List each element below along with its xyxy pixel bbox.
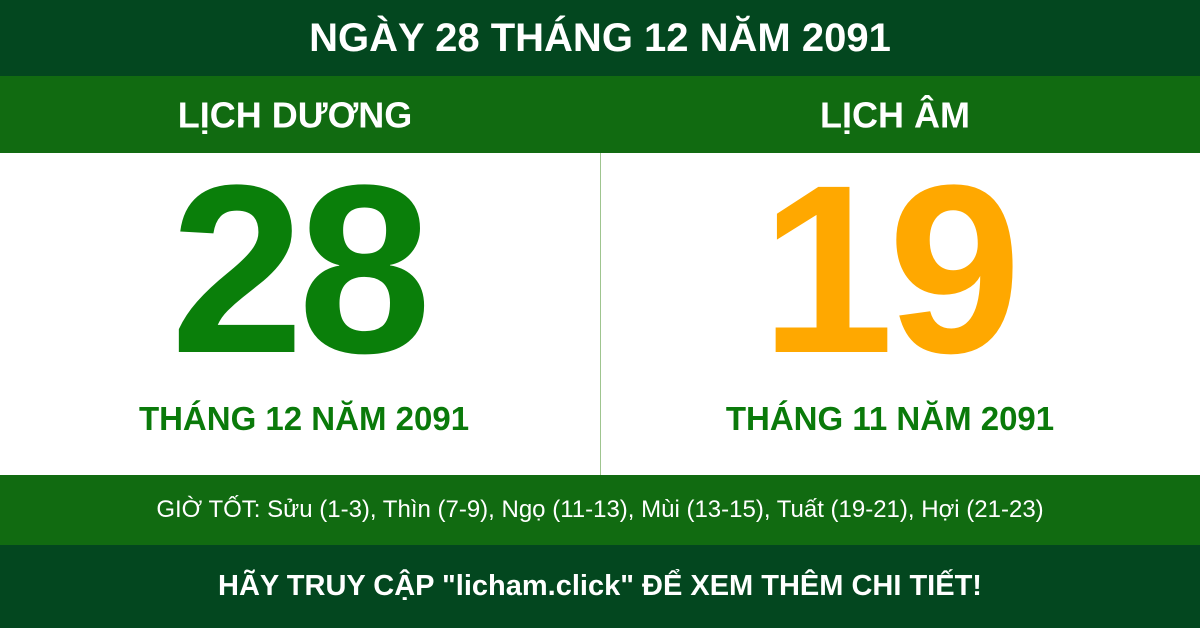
solar-month-year: THÁNG 12 NĂM 2091 [138,400,470,437]
footer-bar: HÃY TRUY CẬP "licham.click" ĐỂ XEM THÊM … [0,545,1200,628]
solar-heading: LỊCH DƯƠNG [177,93,413,135]
footer-text: HÃY TRUY CẬP "licham.click" ĐỂ XEM THÊM … [218,570,982,602]
lunar-heading: LỊCH ÂM [820,93,970,135]
lunar-day: 19 [760,135,1022,403]
calendar-headings: LỊCH DƯƠNG LỊCH ÂM [0,76,1200,153]
solar-day: 28 [170,135,432,403]
page-title-bar: NGÀY 28 THÁNG 12 NĂM 2091 [0,0,1200,76]
good-hours: GIỜ TỐT: Sửu (1-3), Thìn (7-9), Ngọ (11-… [156,496,1044,523]
good-hours-bar: GIỜ TỐT: Sửu (1-3), Thìn (7-9), Ngọ (11-… [0,475,1200,545]
divider [600,153,601,475]
page-title: NGÀY 28 THÁNG 12 NĂM 2091 [309,15,891,60]
calendar-body: 28 THÁNG 12 NĂM 2091 19 THÁNG 11 NĂM 209… [0,135,1200,475]
lunar-month-year: THÁNG 11 NĂM 2091 [725,400,1055,437]
